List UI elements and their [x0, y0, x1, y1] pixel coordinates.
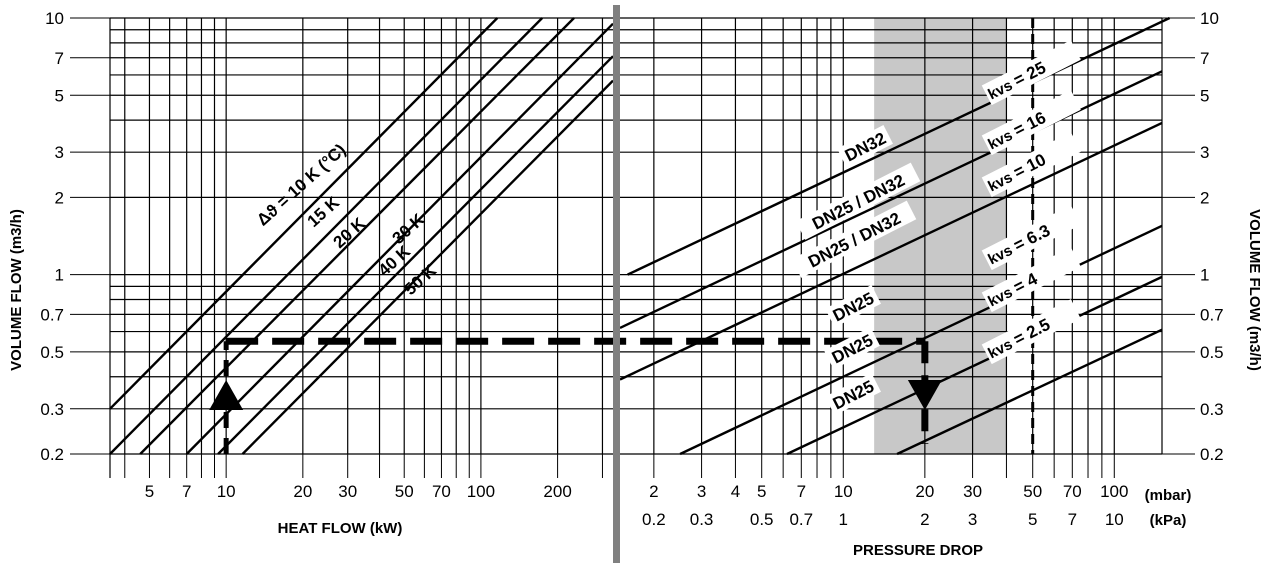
kvs-label: kvs = 10 — [981, 132, 1081, 198]
y-tick-label-right: 3 — [1200, 143, 1209, 162]
kvs-curve — [896, 328, 1163, 456]
y-tick-label-left: 5 — [55, 86, 64, 105]
x-tick-label-kpa: 10 — [1105, 510, 1124, 529]
heat-flow-axis-title: HEAT FLOW (kW) — [278, 520, 403, 537]
heat-curve-label: 20 K — [330, 213, 370, 252]
kpa-unit-label: (kPa) — [1150, 512, 1187, 529]
x-tick-label-heat: 200 — [543, 482, 571, 501]
x-tick-label-mbar: 50 — [1023, 482, 1042, 501]
heat-curve — [217, 55, 614, 455]
y-tick-label-right: 1 — [1200, 266, 1209, 285]
y-tick-label-left: 3 — [55, 143, 64, 162]
x-tick-label-mbar: 70 — [1063, 482, 1082, 501]
y-tick-label-right: 0.2 — [1200, 445, 1224, 464]
pressure-drop-axis-title: PRESSURE DROP — [853, 542, 983, 559]
panel-divider — [613, 5, 620, 563]
heat-curve — [241, 79, 614, 455]
kvs-label-bg — [981, 40, 1081, 106]
x-tick-label-kpa: 2 — [920, 510, 929, 529]
kvs-label-bg — [981, 90, 1081, 156]
dn-label-bg — [791, 200, 917, 278]
dn-label-bg — [795, 162, 921, 240]
heat-curve — [139, 17, 575, 455]
x-tick-label-kpa: 0.5 — [750, 510, 774, 529]
heat-curve — [109, 17, 544, 455]
y-tick-label-right: 0.3 — [1200, 400, 1224, 419]
y-tick-label-left: 0.7 — [40, 305, 64, 324]
y-tick-label-right: 0.5 — [1200, 343, 1224, 362]
x-tick-label-mbar: 10 — [834, 482, 853, 501]
x-tick-label-mbar: 7 — [797, 482, 806, 501]
y-tick-label-left: 0.2 — [40, 445, 64, 464]
y-tick-label-left: 0.5 — [40, 343, 64, 362]
kvs-label-bg — [981, 205, 1081, 271]
x-tick-label-heat: 5 — [145, 482, 154, 501]
y-tick-label-left: 1 — [55, 266, 64, 285]
heat-curve — [109, 17, 499, 410]
dn-label-bg — [825, 285, 881, 328]
y-tick-label-right: 5 — [1200, 86, 1209, 105]
y-tick-label-left: 0.3 — [40, 400, 64, 419]
x-tick-label-mbar: 3 — [697, 482, 706, 501]
y-tick-label-left: 10 — [45, 9, 64, 28]
x-tick-label-kpa: 3 — [968, 510, 977, 529]
kvs-curve — [619, 121, 1163, 381]
x-tick-label-kpa: 0.2 — [642, 510, 666, 529]
x-tick-label-kpa: 7 — [1068, 510, 1077, 529]
dn-label-bg — [824, 327, 880, 370]
x-tick-label-heat: 100 — [467, 482, 495, 501]
kvs-label-bg — [981, 132, 1081, 198]
x-tick-label-mbar: 20 — [915, 482, 934, 501]
x-tick-label-heat: 20 — [293, 482, 312, 501]
y-tick-label-right: 10 — [1200, 9, 1219, 28]
x-tick-label-heat: 50 — [395, 482, 414, 501]
kvs-curve — [786, 275, 1163, 456]
left-axis-title: VOLUME FLOW (m3/h) — [8, 209, 25, 371]
x-tick-label-mbar: 2 — [649, 482, 658, 501]
dn-label: DN25 — [825, 285, 881, 328]
x-tick-label-kpa: 1 — [839, 510, 848, 529]
x-tick-label-mbar: 30 — [963, 482, 982, 501]
mbar-unit-label: (mbar) — [1145, 487, 1192, 504]
labels: 0.2 0.2 0.3 0.3 0.5 0.5 0.7 0.7 1 1 2 2 3 3 5 5 7 7 10 10 5 7… — [40, 9, 1223, 529]
y-tick-label-right: 0.7 — [1200, 305, 1224, 324]
y-tick-label-right: 7 — [1200, 49, 1209, 68]
heat-curve — [185, 22, 614, 455]
x-tick-label-heat: 70 — [432, 482, 451, 501]
heat-curve-label: 50 K — [401, 260, 441, 299]
x-tick-label-kpa: 5 — [1028, 510, 1037, 529]
y-tick-label-left: 7 — [55, 49, 64, 68]
x-tick-label-mbar: 5 — [757, 482, 766, 501]
right-axis-title: VOLUME FLOW (m3/h) — [1246, 209, 1263, 371]
x-tick-label-kpa: 0.7 — [789, 510, 813, 529]
x-tick-label-heat: 10 — [217, 482, 236, 501]
up-arrow-icon — [209, 380, 244, 410]
kvs-label-bg — [981, 247, 1081, 313]
heat-curve-label-text: 20 K — [330, 213, 370, 252]
x-tick-label-heat: 7 — [182, 482, 191, 501]
x-tick-label-mbar: 100 — [1100, 482, 1128, 501]
kvs-curve — [627, 16, 1171, 276]
y-tick-label-right: 2 — [1200, 188, 1209, 207]
kvs-label-bg — [981, 299, 1081, 365]
example-path — [209, 18, 1035, 454]
x-tick-label-heat: 30 — [338, 482, 357, 501]
down-arrow-icon — [907, 380, 942, 410]
y-tick-label-left: 2 — [55, 188, 64, 207]
x-tick-label-kpa: 0.3 — [690, 510, 714, 529]
heat-curve-label-text: 50 K — [401, 260, 441, 299]
x-tick-label-mbar: 4 — [731, 482, 740, 501]
dn-label-bg — [825, 373, 881, 416]
dn-label-bg — [837, 125, 893, 168]
